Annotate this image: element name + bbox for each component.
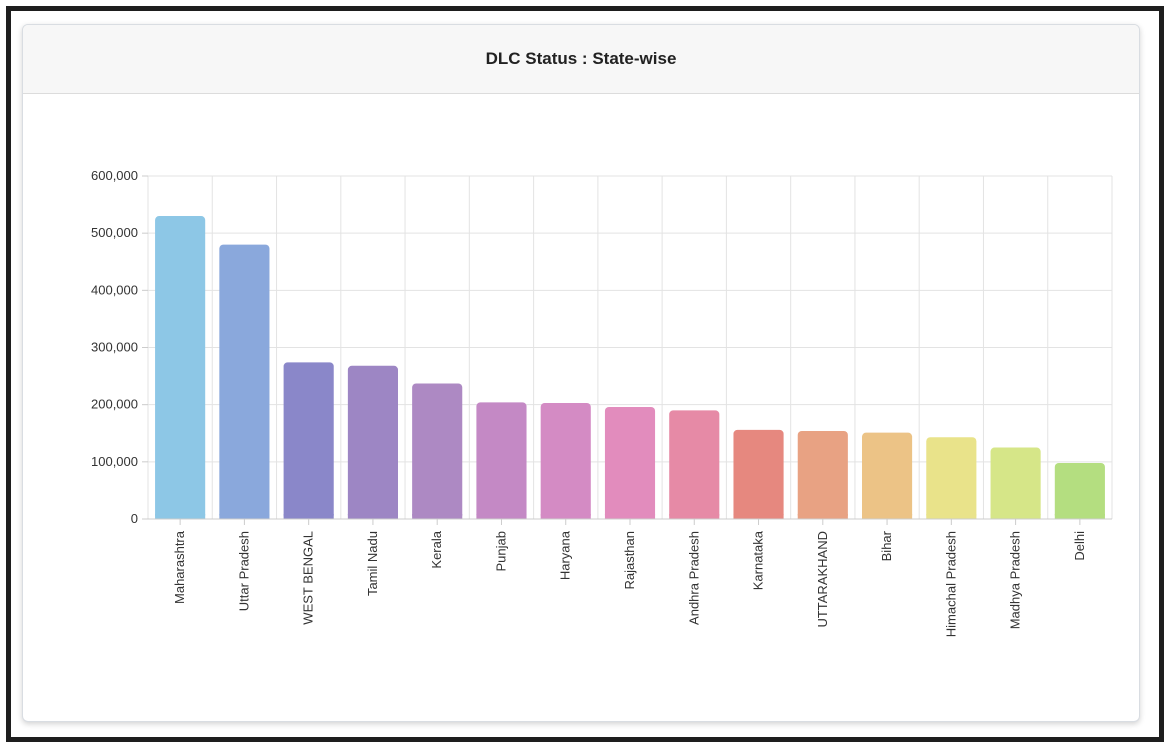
- x-tick-label: Madhya Pradesh: [1008, 531, 1023, 629]
- bar: [926, 437, 977, 519]
- y-tick-label: 100,000: [91, 454, 138, 469]
- x-tick-label: Haryana: [558, 530, 573, 580]
- outer-frame: DLC Status : State-wise 0 100,000 200,000 3…: [6, 6, 1164, 742]
- bar-base: [476, 514, 527, 519]
- bar: [862, 432, 913, 519]
- bar-base: [347, 514, 398, 519]
- bar-base: [669, 514, 720, 519]
- x-tick-label: UTTARAKHAND: [815, 531, 830, 628]
- y-tick-label: 400,000: [91, 282, 138, 297]
- x-tick-label: Delhi: [1072, 531, 1087, 561]
- x-axis: Maharashtra Uttar Pradesh WEST BENGAL Tamil…: [148, 518, 1112, 637]
- y-tick-label: 200,000: [91, 397, 138, 412]
- x-tick-label: Rajasthan: [622, 531, 637, 590]
- x-tick-label: Himachal Pradesh: [943, 531, 958, 637]
- bar-base: [219, 514, 270, 519]
- y-tick-label: 500,000: [91, 225, 138, 240]
- grid-lines: [147, 175, 1113, 520]
- x-tick-label: Maharashtra: [172, 530, 187, 604]
- chart-panel: DLC Status : State-wise 0 100,000 200,000 3…: [22, 24, 1140, 722]
- bar: [412, 383, 463, 519]
- y-tick-label: 300,000: [91, 340, 138, 355]
- bar-base: [990, 514, 1041, 519]
- bar: [733, 429, 784, 519]
- x-tick-label: WEST BENGAL: [301, 531, 316, 625]
- bar: [283, 362, 334, 519]
- bar: [990, 447, 1041, 519]
- chart-title: DLC Status : State-wise: [485, 49, 677, 68]
- bar-base: [283, 514, 334, 519]
- x-tick-label: Punjab: [493, 531, 508, 571]
- bar: [155, 216, 206, 519]
- panel-header: DLC Status : State-wise: [23, 25, 1139, 94]
- y-tick-label: 0: [131, 511, 138, 526]
- y-axis: 0 100,000 200,000 300,000 400,000 500,000 600,…: [91, 168, 148, 526]
- x-tick-label: Karnataka: [751, 530, 766, 590]
- x-tick-label: Kerala: [429, 530, 444, 568]
- bar-base: [862, 514, 913, 519]
- bar: [347, 365, 398, 519]
- bar-base: [733, 514, 784, 519]
- bar: [604, 406, 656, 519]
- bar: [219, 244, 270, 519]
- bar: [540, 402, 591, 519]
- bar-base: [412, 514, 463, 519]
- bar-base: [926, 514, 977, 519]
- y-tick-label: 600,000: [91, 168, 138, 183]
- bar-chart: 0 100,000 200,000 300,000 400,000 500,000 600,…: [91, 168, 1113, 637]
- bar-base: [155, 514, 206, 519]
- bar: [797, 430, 848, 519]
- bar-base: [1054, 514, 1105, 519]
- bars: [155, 216, 1105, 519]
- bar: [1054, 462, 1105, 519]
- bar: [669, 410, 720, 519]
- bar-base: [540, 514, 591, 519]
- x-tick-label: Uttar Pradesh: [236, 531, 251, 611]
- x-tick-label: Andhra Pradesh: [686, 531, 701, 625]
- bar: [476, 402, 527, 519]
- bar-base: [797, 514, 848, 519]
- x-tick-label: Bihar: [879, 530, 894, 561]
- bar-base: [604, 514, 656, 519]
- x-tick-label: Tamil Nadu: [365, 531, 380, 596]
